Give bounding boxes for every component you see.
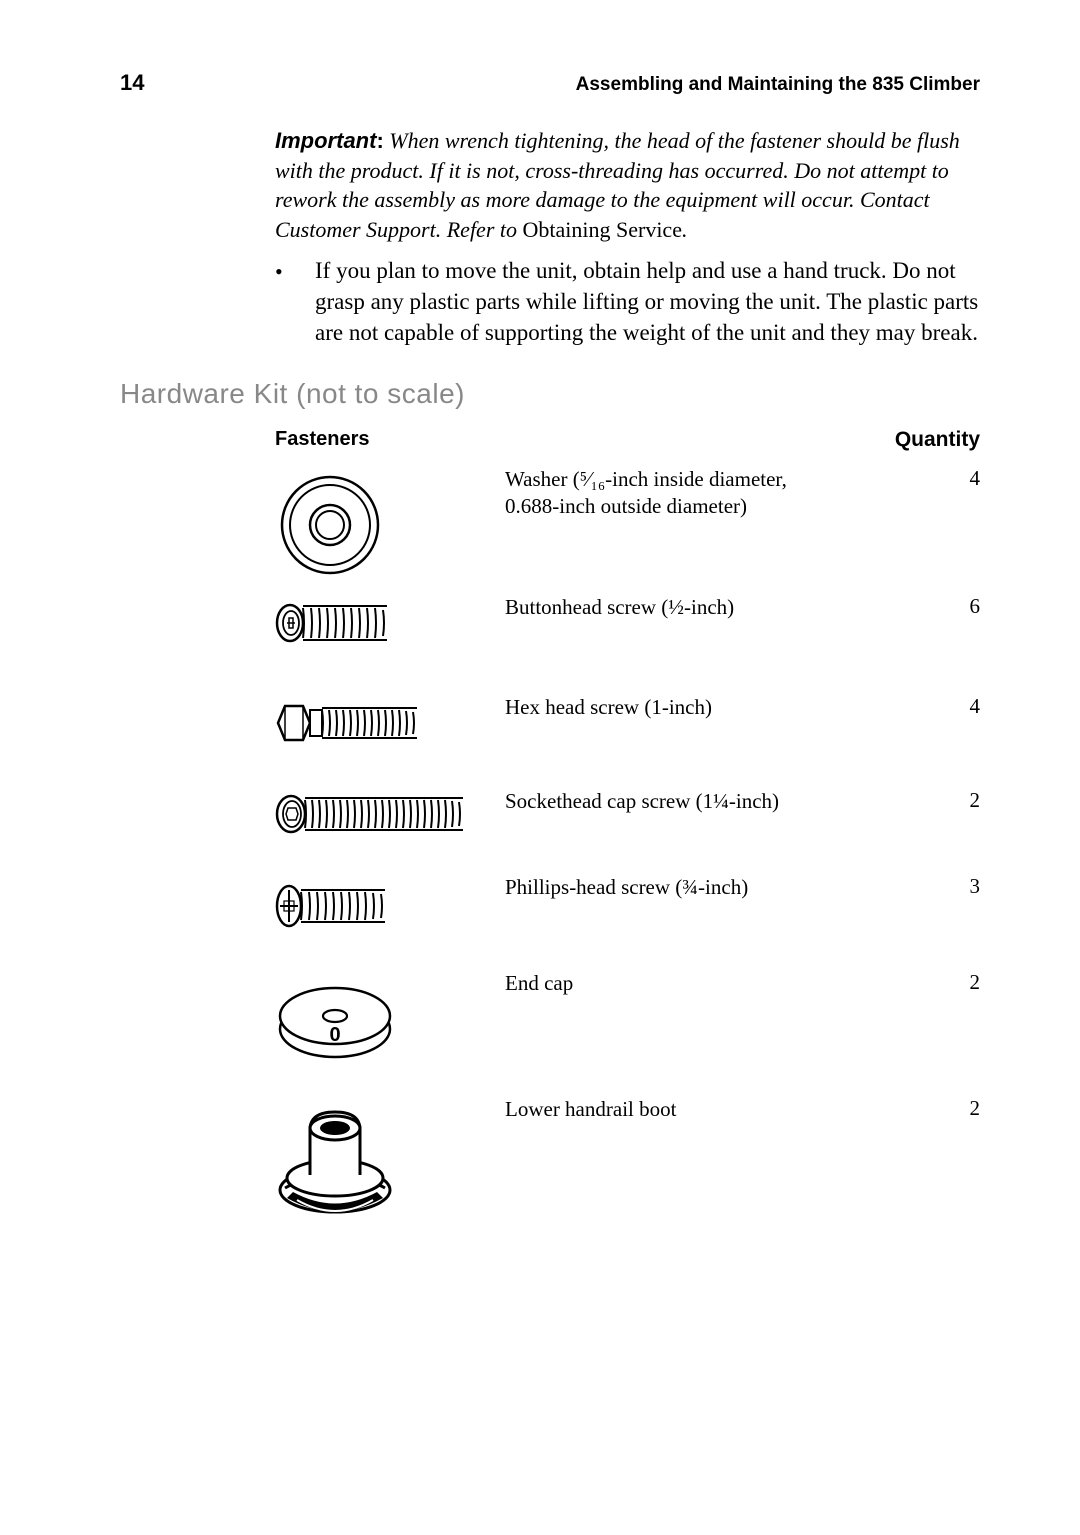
important-text-nonitalic: Obtaining Service — [523, 217, 682, 242]
table-row: End cap2 — [275, 970, 980, 1088]
fastener-quantity: 4 — [880, 466, 980, 491]
table-row: Phillips-head screw (¾-inch)3 — [275, 874, 980, 962]
fastener-icon-washer — [275, 466, 505, 580]
fastener-icon-phillips — [275, 874, 505, 934]
fastener-icon-endcap — [275, 970, 505, 1064]
fastener-description: Sockethead cap screw (1¼-inch) — [505, 788, 880, 815]
hardware-table: Fasteners Quantity Washer (⁵⁄₁₆-inch ins… — [275, 428, 980, 1226]
fastener-description: Lower handrail boot — [505, 1096, 880, 1123]
fastener-description: Phillips-head screw (¾-inch) — [505, 874, 880, 901]
header-title: Assembling and Maintaining the 835 Climb… — [576, 74, 980, 96]
important-label: Important — [275, 128, 376, 153]
fastener-icon-boot — [275, 1096, 505, 1220]
table-row: Hex head screw (1-inch)4 — [275, 694, 980, 780]
col-header-fasteners: Fasteners — [275, 428, 505, 452]
fastener-description: End cap — [505, 970, 880, 997]
fastener-icon-buttonhead — [275, 594, 505, 648]
fastener-quantity: 2 — [880, 1096, 980, 1121]
fastener-description: Hex head screw (1-inch) — [505, 694, 880, 721]
fastener-quantity: 4 — [880, 694, 980, 719]
table-row: Washer (⁵⁄₁₆-inch inside diameter, 0.688… — [275, 466, 980, 586]
fastener-description: Buttonhead screw (½-inch) — [505, 594, 880, 621]
fastener-quantity: 6 — [880, 594, 980, 619]
fastener-description: Washer (⁵⁄₁₆-inch inside diameter, 0.688… — [505, 466, 880, 521]
bullet-item: • If you plan to move the unit, obtain h… — [275, 255, 980, 348]
table-row: Lower handrail boot2 — [275, 1096, 980, 1226]
fastener-quantity: 3 — [880, 874, 980, 899]
fastener-quantity: 2 — [880, 970, 980, 995]
page-number: 14 — [120, 70, 260, 96]
fastener-quantity: 2 — [880, 788, 980, 813]
col-header-quantity: Quantity — [880, 428, 980, 452]
fastener-icon-sockethead — [275, 788, 505, 836]
section-heading: Hardware Kit (not to scale) — [120, 378, 980, 410]
important-note: Important: When wrench tightening, the h… — [275, 126, 980, 245]
important-colon: : — [376, 128, 383, 153]
bullet-dot: • — [275, 255, 315, 348]
table-row: Buttonhead screw (½-inch)6 — [275, 594, 980, 686]
important-text-end: . — [682, 217, 688, 242]
fastener-icon-hexhead — [275, 694, 505, 748]
table-row: Sockethead cap screw (1¼-inch)2 — [275, 788, 980, 866]
bullet-text: If you plan to move the unit, obtain hel… — [315, 255, 980, 348]
